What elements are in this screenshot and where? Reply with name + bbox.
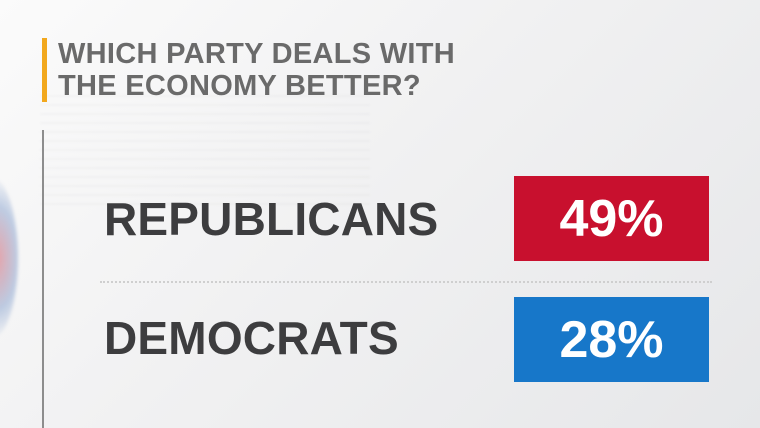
chart-title: WHICH PARTY DEALS WITH THE ECONOMY BETTE… (58, 38, 455, 102)
row-divider (100, 281, 712, 283)
background-texture (40, 95, 370, 205)
vertical-rule (42, 130, 44, 428)
title-accent-bar (42, 38, 47, 102)
value-label-republicans: 49% (559, 189, 664, 248)
value-box-democrats: 28% (514, 297, 709, 382)
value-label-democrats: 28% (559, 310, 664, 369)
edge-graphic (0, 178, 18, 338)
label-democrats: DEMOCRATS (104, 312, 399, 364)
value-box-republicans: 49% (514, 176, 709, 261)
label-republicans: REPUBLICANS (104, 193, 439, 245)
chart-title-line-2: THE ECONOMY BETTER? (58, 70, 421, 102)
chart-title-line-1: WHICH PARTY DEALS WITH (58, 38, 456, 70)
